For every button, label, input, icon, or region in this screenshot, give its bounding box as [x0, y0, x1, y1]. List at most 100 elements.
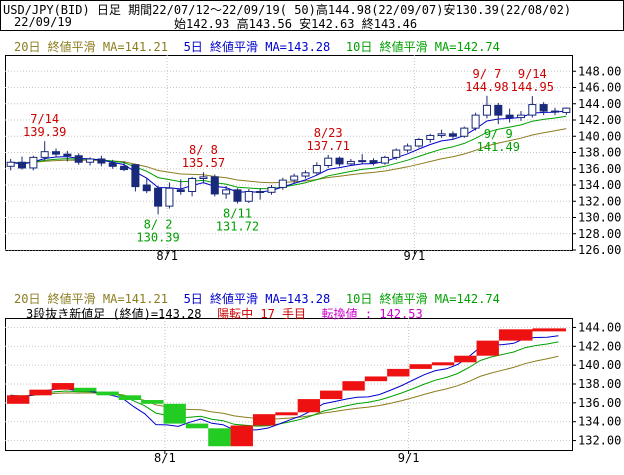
candle [188, 176, 197, 197]
candle [176, 179, 185, 195]
y-tick-label: 140.00 [578, 358, 621, 372]
high-annotation-value: 137.71 [307, 139, 350, 153]
brick-up [476, 340, 499, 356]
down-candle [448, 133, 457, 137]
candle [142, 178, 151, 194]
up-candle [380, 156, 389, 164]
candle [63, 150, 72, 162]
down-candle [131, 164, 140, 188]
down-candle [108, 162, 117, 167]
y-tick-label: 130.00 [578, 211, 621, 225]
brick-up [297, 399, 321, 413]
bottom-legend: 20日 終値平滑 MA=141.21 5日 終値平滑 MA=143.28 10日… [14, 288, 500, 307]
y-tick-label: 136.00 [578, 396, 621, 410]
header-title: USD/JPY(BID) 日足 期間22/07/12～22/09/19( 50)… [3, 3, 572, 17]
up-candle [301, 172, 310, 177]
down-candle [494, 104, 503, 116]
y-tick-label: 134.00 [578, 415, 621, 429]
brick-up [320, 390, 343, 400]
candle [380, 155, 389, 165]
ma5-line-2 [10, 335, 559, 431]
down-candle [63, 153, 72, 157]
up-candle [426, 134, 435, 140]
down-candle [120, 165, 129, 171]
x-tick-label: 9/1 [404, 249, 426, 260]
brick-up [409, 364, 432, 369]
up-candle [437, 133, 446, 136]
candle [369, 158, 378, 166]
high-annotation-date: 9/ 7 [472, 67, 501, 81]
high-annotation-date: 9/14 [518, 67, 547, 81]
y-tick-label: 146.00 [578, 81, 621, 95]
y-tick-label: 142.00 [578, 339, 621, 353]
high-annotation-date: 8/23 [314, 126, 343, 140]
high-annotation-value: 139.39 [23, 125, 66, 139]
up-candle [199, 176, 208, 179]
up-candle [29, 156, 38, 169]
up-candle [471, 114, 480, 129]
brick-down [208, 428, 231, 447]
candle [505, 108, 514, 123]
candle [52, 148, 61, 158]
candle [267, 185, 276, 195]
up-candle [40, 151, 49, 158]
y-tick-label: 134.00 [578, 178, 621, 192]
down-candle [154, 187, 163, 207]
high-annotation-date: 7/14 [30, 112, 59, 126]
candle [290, 173, 299, 184]
candle [539, 102, 548, 116]
candle [17, 156, 27, 170]
legend-ma10: 10日 終値平滑 MA=142.74 [345, 40, 500, 54]
y-tick-label: 126.00 [578, 243, 621, 257]
up-candle [460, 127, 469, 137]
up-candle [312, 165, 321, 174]
status-reversal: 転換値 : 142.53 [321, 307, 423, 321]
down-candle [505, 114, 514, 119]
candle [244, 189, 253, 203]
down-candle [97, 158, 106, 164]
brick-down [96, 391, 119, 396]
up-candle [414, 139, 423, 147]
up-candle [516, 114, 525, 119]
header-ohlc: 始142.93 高143.56 安142.63 終143.46 [174, 17, 418, 31]
high-annotation-date: 8/ 8 [189, 143, 218, 157]
candle [528, 96, 537, 118]
brick-up [252, 414, 276, 426]
high-annotation-value: 144.95 [511, 80, 554, 94]
up-candle [562, 107, 571, 113]
y-tick-label: 128.00 [578, 227, 621, 241]
down-candle [369, 160, 378, 164]
candle [562, 107, 571, 115]
down-candle [52, 151, 61, 155]
header: USD/JPY(BID) 日足 期間22/07/12～22/09/19( 50)… [0, 0, 624, 32]
y-tick-label: 132.00 [578, 194, 621, 208]
up-candle [528, 104, 537, 116]
candle [210, 174, 219, 197]
low-annotation-date: 9/ 9 [484, 127, 513, 141]
down-candle [233, 189, 242, 202]
y-tick-label: 144.00 [578, 97, 621, 111]
header-date: 22/09/19 [14, 15, 72, 29]
brick-down [74, 387, 97, 392]
up-candle [358, 160, 367, 163]
x-tick-label: 8/1 [154, 451, 176, 465]
brick-down [163, 403, 186, 424]
y-tick-label: 144.00 [578, 320, 621, 334]
candle [460, 126, 469, 138]
candle [392, 148, 401, 160]
low-annotation-value: 131.72 [216, 220, 259, 234]
legend2-ma5: 5日 終値平滑 MA=143.28 [183, 292, 331, 306]
status-trend: 陽転中 17 手目 [217, 307, 307, 321]
candle [154, 185, 163, 215]
legend2-ma20: 20日 終値平滑 MA=141.21 [14, 292, 168, 306]
candlestick-chart: 126.00 128.00 130.00 132.00 134.00 136.00 138.… [0, 0, 624, 260]
y-tick-label: 136.00 [578, 162, 621, 176]
legend2-ma10: 10日 終値平滑 MA=142.74 [345, 292, 500, 306]
brick-down [185, 423, 209, 429]
down-candle [17, 161, 27, 169]
brick-up [454, 355, 477, 363]
candle [97, 155, 106, 167]
y-tick-label: 138.00 [578, 146, 621, 160]
top-legend: 20日 終値平滑 MA=141.21 5日 終値平滑 MA=143.28 10日… [14, 36, 500, 55]
